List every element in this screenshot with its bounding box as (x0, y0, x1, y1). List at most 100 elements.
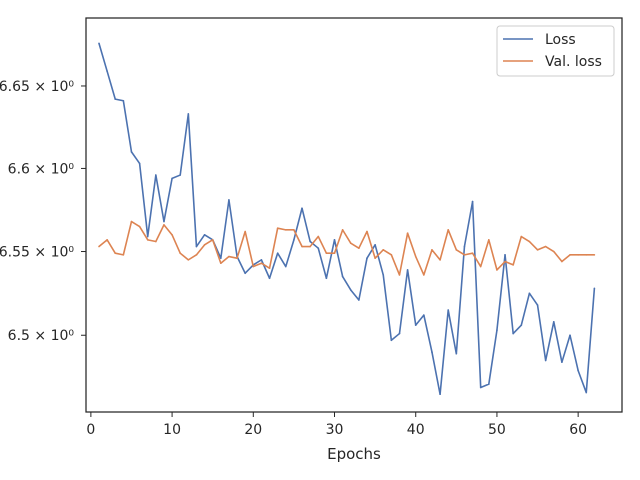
data-point-val-loss (114, 252, 117, 254)
data-point-loss (471, 200, 474, 203)
data-point-val-loss (252, 265, 255, 268)
data-point-loss (479, 386, 482, 389)
data-point-loss (341, 275, 344, 278)
data-point-loss (114, 98, 117, 100)
data-point-val-loss (544, 245, 547, 248)
data-point-val-loss (211, 239, 214, 241)
data-point-loss (512, 332, 514, 335)
data-point-val-loss (325, 252, 328, 254)
data-point-val-loss (122, 254, 125, 256)
data-point-loss (552, 321, 555, 323)
data-point-val-loss (155, 240, 157, 243)
data-point-loss (171, 177, 173, 180)
data-point-loss (284, 265, 287, 268)
data-point-loss (439, 393, 441, 396)
data-point-val-loss (138, 225, 141, 228)
data-point-loss (520, 324, 523, 326)
data-point-val-loss (146, 239, 149, 241)
data-point-loss (488, 383, 490, 385)
data-point-val-loss (284, 229, 287, 231)
x-tick-label: 50 (488, 422, 506, 438)
data-point-loss (544, 359, 547, 362)
x-tick-label: 40 (407, 422, 425, 438)
data-point-val-loss (414, 255, 417, 258)
x-tick-label: 20 (244, 422, 262, 438)
data-point-val-loss (301, 245, 303, 248)
data-point-loss (220, 257, 222, 260)
x-tick-label: 30 (326, 422, 344, 438)
data-point-val-loss (406, 232, 409, 234)
y-tick-label: 6.5 × 10⁰ (8, 328, 75, 344)
data-point-val-loss (561, 260, 563, 263)
data-point-val-loss (220, 262, 222, 265)
data-point-val-loss (382, 249, 385, 251)
data-point-val-loss (577, 254, 579, 256)
data-point-loss (260, 259, 263, 261)
data-point-val-loss (512, 264, 514, 266)
data-point-val-loss (276, 227, 279, 229)
data-point-loss (244, 272, 246, 275)
data-point-val-loss (374, 257, 376, 260)
data-point-loss (325, 277, 328, 280)
data-point-val-loss (106, 239, 108, 241)
data-point-loss (228, 199, 230, 201)
data-point-val-loss (439, 259, 441, 261)
data-point-loss (163, 220, 165, 223)
data-point-loss (390, 339, 393, 342)
data-point-val-loss (528, 240, 531, 243)
data-point-val-loss (423, 274, 425, 276)
data-point-val-loss (463, 254, 466, 256)
data-point-val-loss (228, 255, 230, 258)
data-point-loss (431, 351, 433, 353)
data-point-val-loss (552, 250, 555, 253)
legend-label-loss: Loss (545, 32, 576, 48)
data-point-val-loss (504, 260, 506, 263)
data-point-val-loss (366, 230, 368, 233)
data-point-val-loss (496, 269, 498, 271)
data-point-loss (496, 329, 498, 332)
data-point-val-loss (309, 245, 311, 248)
data-point-val-loss (520, 235, 523, 238)
data-point-loss (463, 245, 466, 248)
data-point-loss (414, 324, 417, 326)
data-point-val-loss (358, 247, 360, 249)
data-point-loss (569, 334, 571, 337)
data-point-val-loss (593, 254, 596, 256)
x-tick-label: 0 (86, 422, 95, 438)
data-point-val-loss (536, 249, 539, 251)
data-point-val-loss (398, 274, 401, 276)
data-point-val-loss (569, 254, 571, 256)
data-point-loss (106, 70, 108, 72)
data-point-val-loss (431, 249, 433, 251)
x-tick-label: 60 (569, 422, 587, 438)
data-point-loss (317, 247, 320, 249)
data-point-loss (561, 361, 563, 363)
data-point-loss (293, 239, 295, 241)
data-point-loss (528, 292, 531, 295)
x-tick-label: 10 (163, 422, 181, 438)
x-axis-label: Epochs (327, 445, 381, 463)
data-point-loss (130, 151, 133, 153)
data-point-val-loss (98, 245, 100, 248)
data-point-loss (122, 99, 125, 102)
data-point-val-loss (471, 252, 474, 254)
data-point-val-loss (187, 259, 190, 261)
data-point-val-loss (163, 224, 165, 226)
data-point-loss (179, 174, 182, 176)
plot-frame (85, 17, 623, 413)
data-point-loss (577, 369, 579, 372)
data-point-loss (504, 254, 506, 256)
data-point-val-loss (585, 254, 588, 256)
x-axis-ticks: 0 10 20 30 40 50 60 (86, 412, 587, 438)
y-tick-label: 6.65 × 10⁰ (0, 79, 74, 95)
data-point-loss (406, 269, 409, 271)
data-point-val-loss (293, 229, 295, 231)
data-point-val-loss (195, 254, 198, 256)
data-point-loss (382, 274, 385, 276)
data-point-val-loss (455, 249, 458, 251)
data-point-loss (309, 240, 311, 243)
series-layer (98, 42, 596, 396)
data-point-val-loss (130, 220, 133, 223)
data-point-val-loss (179, 252, 182, 254)
